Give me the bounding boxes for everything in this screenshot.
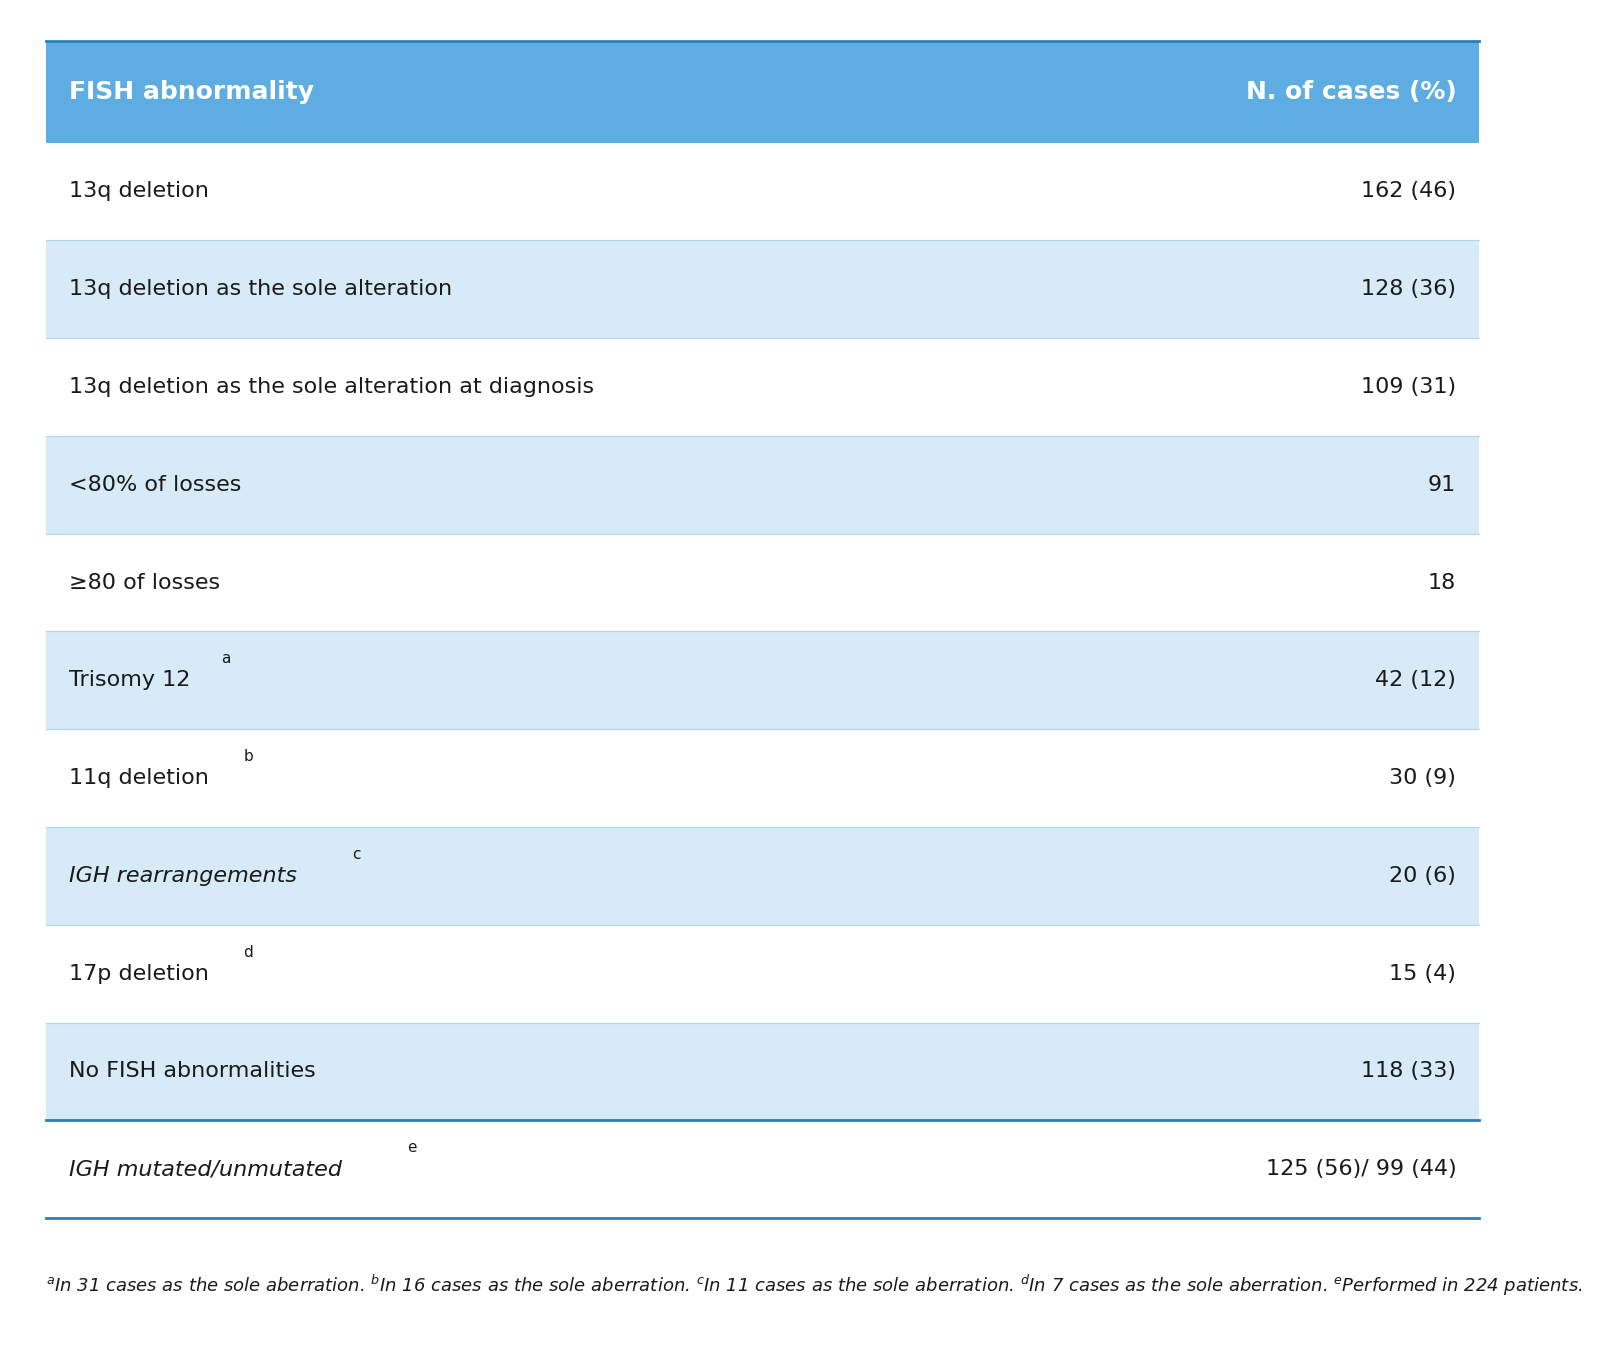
FancyBboxPatch shape (46, 729, 1479, 827)
Text: 42 (12): 42 (12) (1376, 671, 1456, 690)
Text: 15 (4): 15 (4) (1389, 964, 1456, 983)
Text: 13q deletion as the sole alteration at diagnosis: 13q deletion as the sole alteration at d… (69, 378, 594, 397)
FancyBboxPatch shape (46, 1023, 1479, 1120)
Text: Trisomy 12: Trisomy 12 (69, 671, 191, 690)
Text: N. of cases (%): N. of cases (%) (1245, 80, 1456, 103)
FancyBboxPatch shape (46, 925, 1479, 1023)
Text: 91: 91 (1427, 475, 1456, 494)
Text: 17p deletion: 17p deletion (69, 964, 208, 983)
FancyBboxPatch shape (46, 143, 1479, 240)
Text: FISH abnormality: FISH abnormality (69, 80, 314, 103)
Text: 118 (33): 118 (33) (1362, 1062, 1456, 1081)
Text: IGH mutated/unmutated: IGH mutated/unmutated (69, 1160, 341, 1179)
Text: $^a$In 31 cases as the sole aberration. $^b$In 16 cases as the sole aberration. : $^a$In 31 cases as the sole aberration. … (46, 1272, 1583, 1298)
FancyBboxPatch shape (46, 534, 1479, 631)
Text: 20 (6): 20 (6) (1389, 866, 1456, 885)
Text: 125 (56)/ 99 (44): 125 (56)/ 99 (44) (1266, 1160, 1456, 1179)
Text: 109 (31): 109 (31) (1362, 378, 1456, 397)
FancyBboxPatch shape (46, 338, 1479, 436)
Text: 128 (36): 128 (36) (1362, 280, 1456, 299)
Text: d: d (244, 945, 253, 960)
Text: e: e (407, 1141, 417, 1156)
Text: b: b (244, 750, 253, 765)
Text: 162 (46): 162 (46) (1362, 182, 1456, 201)
Text: ≥80 of losses: ≥80 of losses (69, 573, 219, 592)
Text: a: a (221, 652, 231, 667)
Text: 13q deletion: 13q deletion (69, 182, 208, 201)
Text: 11q deletion: 11q deletion (69, 769, 208, 788)
FancyBboxPatch shape (46, 1120, 1479, 1218)
FancyBboxPatch shape (46, 41, 1479, 143)
Text: IGH rearrangements: IGH rearrangements (69, 866, 296, 885)
Text: No FISH abnormalities: No FISH abnormalities (69, 1062, 316, 1081)
FancyBboxPatch shape (46, 631, 1479, 729)
Text: 30 (9): 30 (9) (1389, 769, 1456, 788)
Text: c: c (352, 847, 360, 862)
FancyBboxPatch shape (46, 827, 1479, 925)
Text: 18: 18 (1427, 573, 1456, 592)
FancyBboxPatch shape (46, 436, 1479, 534)
FancyBboxPatch shape (46, 240, 1479, 338)
Text: 13q deletion as the sole alteration: 13q deletion as the sole alteration (69, 280, 452, 299)
Text: <80% of losses: <80% of losses (69, 475, 240, 494)
